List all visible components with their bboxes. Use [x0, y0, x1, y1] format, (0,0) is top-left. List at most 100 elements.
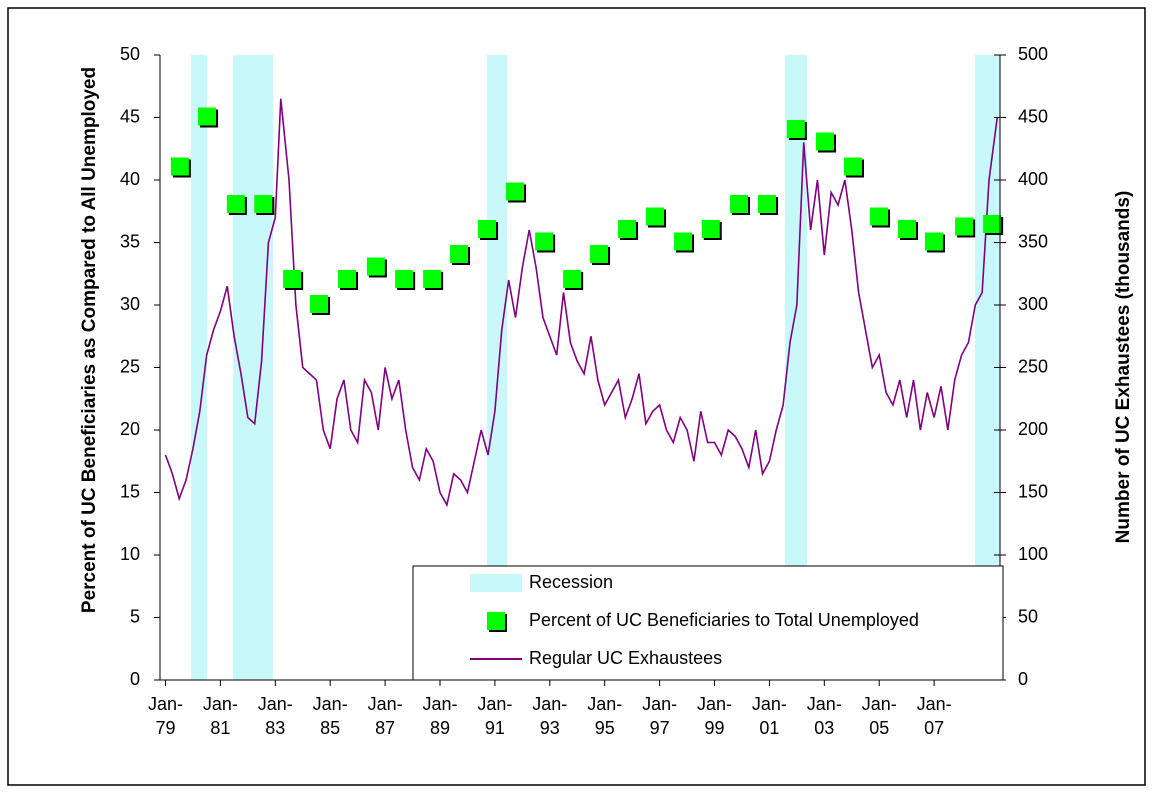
percent-marker — [618, 220, 639, 240]
x-tick-label: Jan-03 — [806, 694, 842, 738]
marker-square — [955, 217, 974, 236]
marker-square — [535, 232, 554, 251]
marker-square — [758, 195, 777, 213]
recession-band — [486, 55, 507, 680]
recession-band — [191, 55, 207, 680]
x-tick-label: Jan-91 — [477, 694, 513, 738]
x-tick-label: Jan-93 — [532, 694, 568, 738]
x-tick-label: Jan-07 — [916, 694, 952, 738]
y-tick-label: 45 — [120, 106, 140, 126]
percent-marker — [423, 270, 444, 290]
legend: Recession Percent of UC Beneficiaries to … — [412, 565, 1004, 681]
y2-tick-label: 150 — [1018, 481, 1048, 501]
y-axis-title: Percent of UC Beneficiaries as Compared … — [79, 66, 100, 614]
x-tick-label: Jan-85 — [312, 694, 348, 738]
percent-marker — [198, 107, 219, 128]
percent-marker — [366, 257, 387, 278]
percent-marker — [283, 270, 304, 290]
percent-marker — [701, 220, 722, 240]
percent-marker — [590, 245, 611, 265]
x-tick-label: Jan-79 — [147, 694, 183, 738]
marker-square — [283, 270, 302, 288]
exhaustees-line — [164, 98, 999, 508]
legend-label: Regular UC Exhaustees — [529, 648, 722, 668]
marker-square — [563, 270, 582, 288]
marker-square — [646, 207, 665, 226]
percent-marker — [955, 217, 976, 238]
percent-marker — [983, 215, 1004, 235]
marker-square — [395, 270, 414, 288]
percent-marker — [254, 195, 275, 215]
x-tick-label: Jan-05 — [861, 694, 897, 738]
percent-marker — [338, 270, 359, 290]
percent-marker — [535, 232, 556, 253]
y2-tick-label: 250 — [1018, 356, 1048, 376]
marker-square — [506, 182, 525, 201]
y2-tick-label: 500 — [1018, 44, 1048, 64]
marker-square — [590, 245, 609, 263]
x-tick-label: Jan-95 — [587, 694, 623, 738]
marker-square — [170, 157, 189, 176]
y2-tick-label: 400 — [1018, 169, 1048, 189]
percent-marker — [870, 207, 891, 228]
y-tick-label: 0 — [130, 669, 140, 689]
y2-tick-label: 50 — [1018, 606, 1038, 626]
marker-square — [701, 220, 720, 238]
marker-square — [898, 220, 917, 238]
y-tick-label: 5 — [130, 606, 140, 626]
y-tick-label: 10 — [120, 544, 140, 564]
marker-square — [924, 232, 943, 251]
percent-marker — [226, 195, 247, 215]
percent-marker — [478, 220, 499, 240]
y-tick-label: 20 — [120, 419, 140, 439]
y-tick-label: 40 — [120, 169, 140, 189]
percent-marker — [758, 195, 779, 215]
percent-marker — [506, 182, 527, 203]
y-tick-label: 30 — [120, 294, 140, 314]
marker-square — [870, 207, 889, 226]
percent-marker — [898, 220, 919, 240]
y2-axis-title: Number of UC Exhaustees (thousands) — [1113, 190, 1134, 544]
y2-tick-label: 350 — [1018, 231, 1048, 251]
percent-marker — [563, 270, 584, 290]
marker-square — [366, 257, 385, 276]
marker-square — [198, 107, 217, 126]
marker-square — [786, 120, 805, 138]
marker-square — [450, 245, 469, 263]
x-tick-label: Jan-83 — [257, 694, 293, 738]
percent-marker — [170, 157, 191, 178]
y-tick-label: 50 — [120, 44, 140, 64]
y-tick-label: 15 — [120, 481, 140, 501]
x-tick-label: Jan-97 — [642, 694, 678, 738]
y2-tick-label: 450 — [1018, 106, 1048, 126]
legend-label: Recession — [529, 572, 613, 592]
percent-marker — [815, 132, 836, 153]
x-tick-label: Jan-81 — [202, 694, 238, 738]
percent-marker — [730, 195, 751, 215]
percent-marker — [310, 295, 331, 315]
legend-label: Percent of UC Beneficiaries to Total Une… — [529, 610, 919, 630]
y2-tick-label: 300 — [1018, 294, 1048, 314]
percent-marker — [395, 270, 416, 290]
y2-tick-label: 200 — [1018, 419, 1048, 439]
marker-square — [730, 195, 749, 213]
marker-square — [478, 220, 497, 238]
percent-marker — [843, 157, 864, 178]
y-tick-label: 35 — [120, 231, 140, 251]
x-tick-label: Jan-99 — [696, 694, 732, 738]
marker-square — [815, 132, 834, 151]
y-tick-label: 25 — [120, 356, 140, 376]
marker-square — [310, 295, 329, 313]
percent-marker — [786, 120, 807, 140]
marker-square — [423, 270, 442, 288]
y2-tick-label: 100 — [1018, 544, 1048, 564]
marker-square — [983, 215, 1002, 233]
x-tick-label: Jan-01 — [751, 694, 787, 738]
percent-marker — [674, 232, 695, 253]
legend-swatch — [470, 574, 522, 592]
marker-square — [674, 232, 693, 251]
marker-square — [338, 270, 357, 288]
percent-marker — [924, 232, 945, 253]
